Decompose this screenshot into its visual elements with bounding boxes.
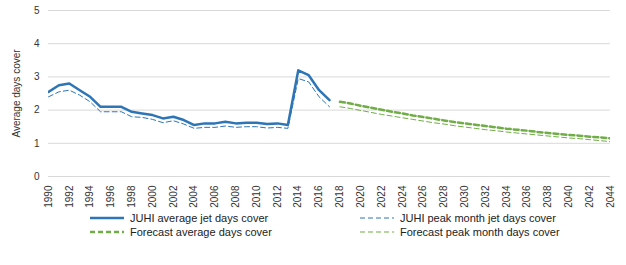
html-text:JUHI average jet days cover: JUHI average jet days cover	[130, 212, 269, 224]
svg-text:2026: 2026	[417, 185, 428, 208]
svg-text:2014: 2014	[292, 185, 303, 208]
svg-text:1994: 1994	[84, 185, 95, 208]
svg-text:3: 3	[34, 71, 40, 82]
svg-text:2028: 2028	[438, 185, 449, 208]
svg-text:2030: 2030	[459, 185, 470, 208]
svg-text:2042: 2042	[584, 185, 595, 208]
svg-text:2000: 2000	[147, 185, 158, 208]
html-text:JUHI peak month jet days cover: JUHI peak month jet days cover	[400, 212, 556, 224]
html-text:Forecast average days cover: Forecast average days cover	[130, 226, 272, 238]
svg-text:2034: 2034	[501, 185, 512, 208]
svg-text:2: 2	[34, 104, 40, 115]
svg-text:2008: 2008	[230, 185, 241, 208]
html-text:Forecast peak month days cover: Forecast peak month days cover	[400, 226, 560, 238]
svg-text:1996: 1996	[105, 185, 116, 208]
svg-text:2012: 2012	[272, 185, 283, 208]
svg-text:2018: 2018	[334, 185, 345, 208]
svg-text:2006: 2006	[209, 185, 220, 208]
svg-text:Average days cover: Average days cover	[11, 49, 22, 138]
svg-text:5: 5	[34, 5, 40, 16]
svg-text:2004: 2004	[188, 185, 199, 208]
svg-text:4: 4	[34, 38, 40, 49]
svg-text:2022: 2022	[376, 185, 387, 208]
svg-text:2032: 2032	[480, 185, 491, 208]
svg-text:2036: 2036	[521, 185, 532, 208]
svg-text:1: 1	[34, 138, 40, 149]
svg-text:2016: 2016	[313, 185, 324, 208]
svg-text:2010: 2010	[251, 185, 262, 208]
svg-text:2040: 2040	[563, 185, 574, 208]
svg-text:2038: 2038	[542, 185, 553, 208]
svg-text:1998: 1998	[126, 185, 137, 208]
svg-text:1990: 1990	[43, 185, 54, 208]
svg-text:2020: 2020	[355, 185, 366, 208]
svg-text:2002: 2002	[168, 185, 179, 208]
svg-text:2024: 2024	[397, 185, 408, 208]
svg-text:0: 0	[34, 171, 40, 182]
svg-text:1992: 1992	[64, 185, 75, 208]
svg-text:2044: 2044	[605, 185, 616, 208]
